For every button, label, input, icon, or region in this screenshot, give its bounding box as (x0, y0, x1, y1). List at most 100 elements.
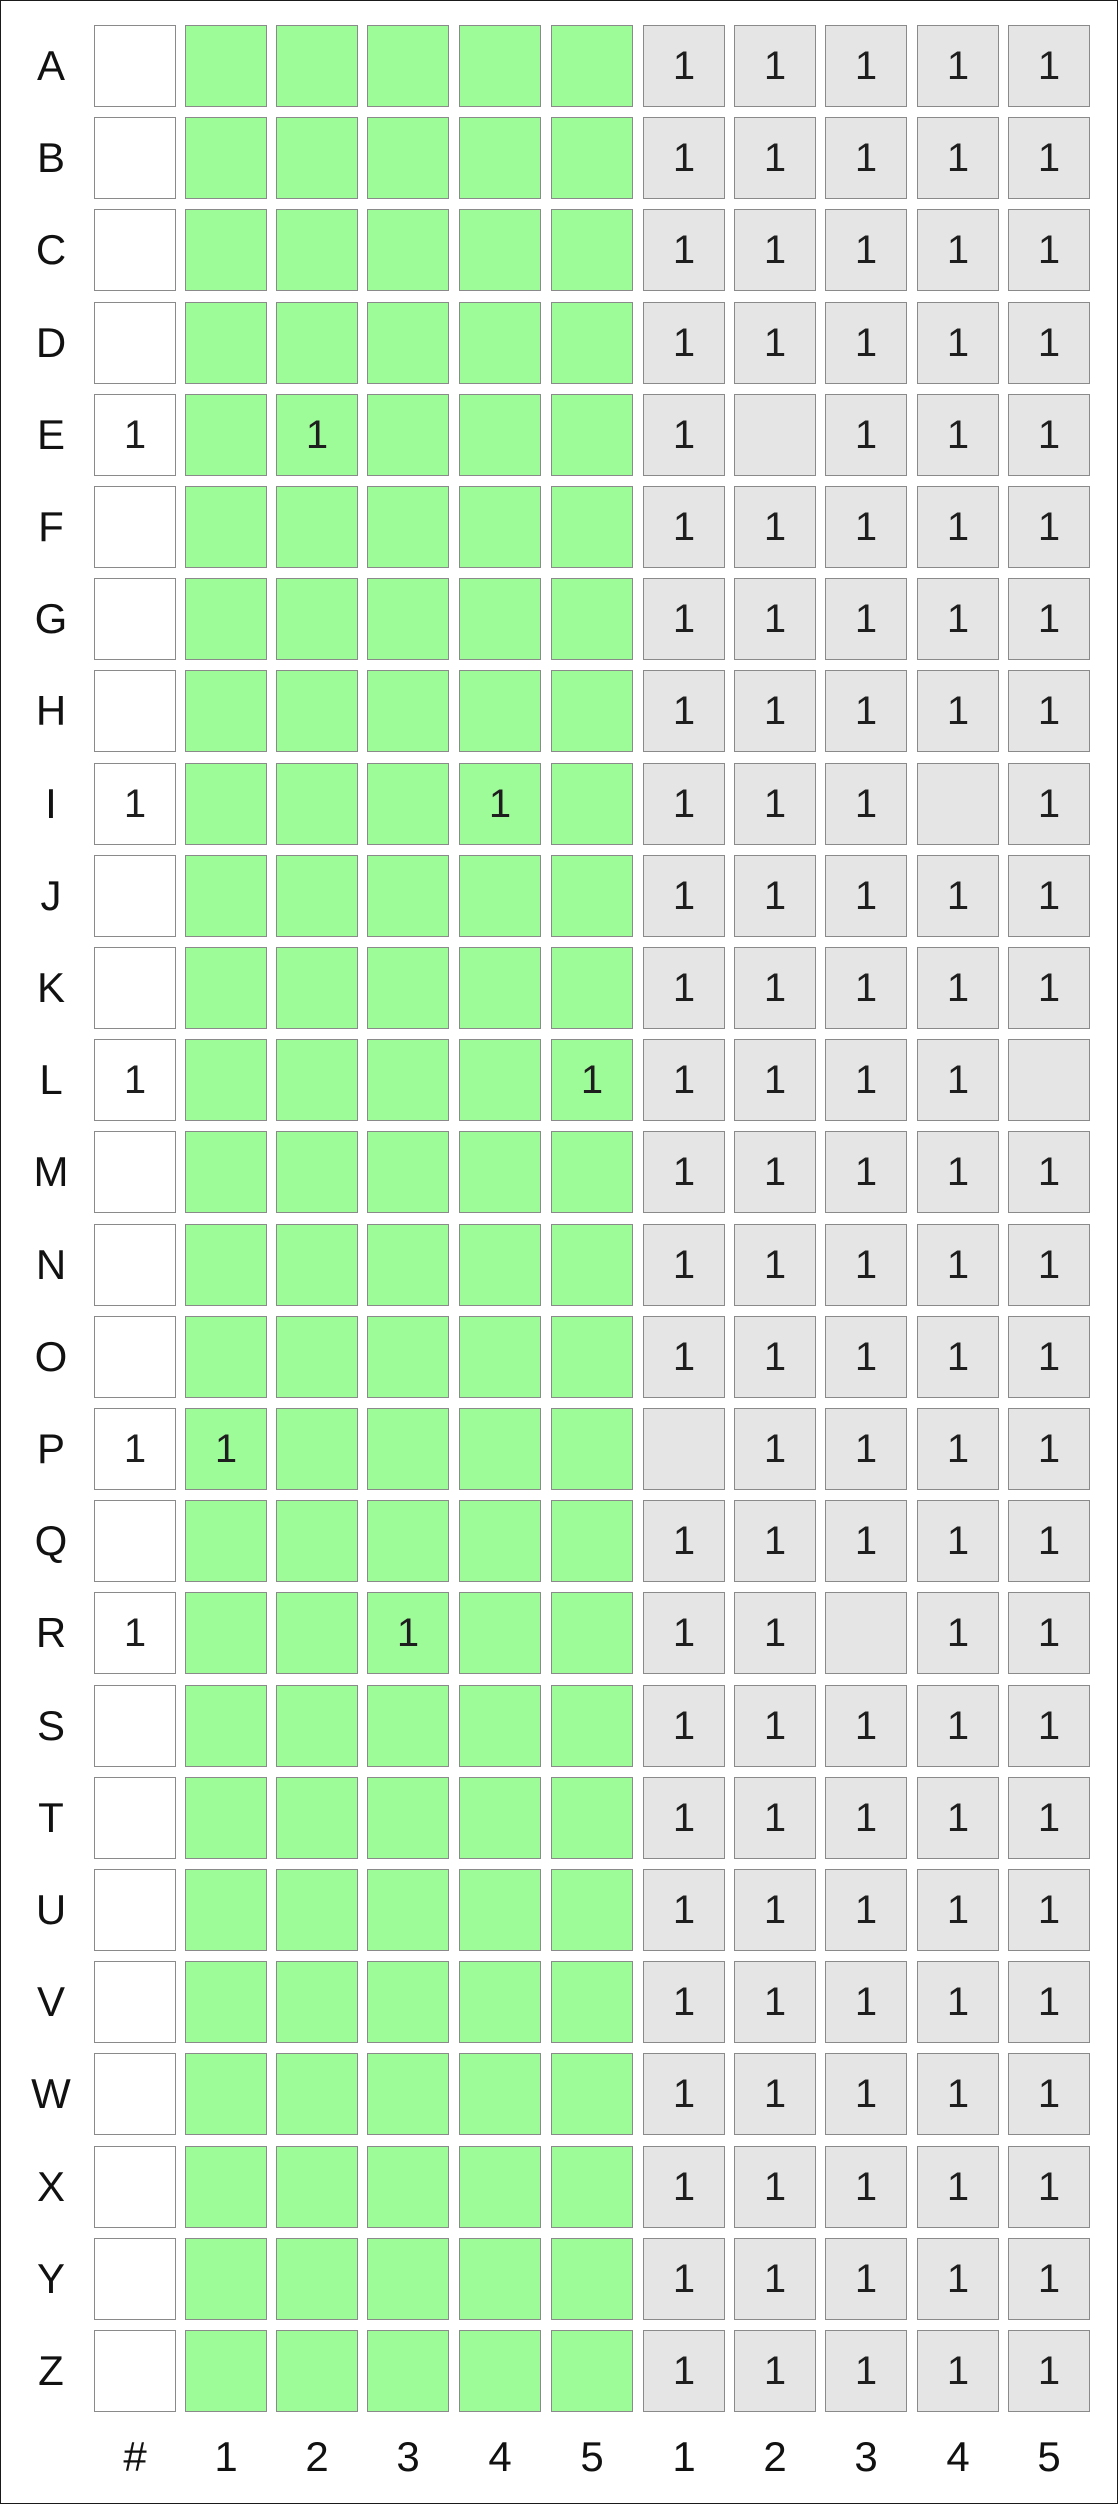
tally-cell[interactable]: 1 (917, 486, 999, 568)
tally-cell[interactable]: 1 (1008, 1869, 1090, 1951)
count-cell[interactable] (94, 1684, 176, 1767)
grid-cell[interactable] (276, 1408, 358, 1490)
grid-cell[interactable] (276, 578, 358, 661)
tally-cell[interactable]: 1 (825, 670, 907, 753)
tally-cell[interactable]: 1 (734, 2145, 816, 2228)
grid-cell[interactable] (276, 25, 358, 107)
grid-cell[interactable] (551, 1223, 633, 1306)
grid-cell[interactable] (551, 1315, 633, 1398)
tally-cell[interactable]: 1 (825, 854, 907, 937)
count-cell[interactable] (94, 1223, 176, 1306)
tally-cell[interactable] (734, 393, 816, 476)
count-cell[interactable] (94, 1869, 176, 1951)
tally-cell[interactable]: 1 (917, 393, 999, 476)
grid-cell[interactable] (459, 1315, 541, 1398)
grid-cell[interactable] (276, 1039, 358, 1122)
grid-cell[interactable] (185, 1500, 267, 1583)
tally-cell[interactable]: 1 (917, 670, 999, 753)
tally-cell[interactable]: 1 (1008, 2053, 1090, 2136)
tally-cell[interactable]: 1 (643, 854, 725, 937)
tally-cell[interactable]: 1 (825, 2145, 907, 2228)
tally-cell[interactable]: 1 (1008, 1592, 1090, 1675)
count-cell[interactable] (94, 670, 176, 753)
tally-cell[interactable]: 1 (825, 947, 907, 1029)
grid-cell[interactable] (276, 670, 358, 753)
tally-cell[interactable]: 1 (917, 1961, 999, 2044)
grid-cell[interactable] (185, 2053, 267, 2136)
tally-cell[interactable]: 1 (643, 670, 725, 753)
grid-cell[interactable] (185, 1684, 267, 1767)
tally-cell[interactable]: 1 (1008, 1684, 1090, 1767)
tally-cell[interactable]: 1 (917, 1408, 999, 1490)
grid-cell[interactable]: 1 (459, 762, 541, 845)
grid-cell[interactable] (459, 578, 541, 661)
tally-cell[interactable] (643, 1408, 725, 1490)
grid-cell[interactable] (276, 1131, 358, 1214)
grid-cell[interactable] (459, 1223, 541, 1306)
grid-cell[interactable] (185, 301, 267, 384)
tally-cell[interactable]: 1 (734, 301, 816, 384)
grid-cell[interactable] (459, 1039, 541, 1122)
tally-cell[interactable]: 1 (643, 486, 725, 568)
grid-cell[interactable] (185, 947, 267, 1029)
tally-cell[interactable]: 1 (917, 117, 999, 200)
grid-cell[interactable] (367, 2330, 449, 2412)
tally-cell[interactable]: 1 (917, 2237, 999, 2320)
tally-cell[interactable]: 1 (917, 578, 999, 661)
grid-cell[interactable] (367, 1869, 449, 1951)
grid-cell[interactable] (551, 1684, 633, 1767)
tally-cell[interactable]: 1 (825, 117, 907, 200)
tally-cell[interactable]: 1 (917, 301, 999, 384)
grid-cell[interactable] (276, 1223, 358, 1306)
tally-cell[interactable]: 1 (917, 1223, 999, 1306)
tally-cell[interactable]: 1 (734, 854, 816, 937)
grid-cell[interactable] (551, 1408, 633, 1490)
tally-cell[interactable]: 1 (734, 1315, 816, 1398)
grid-cell[interactable] (276, 486, 358, 568)
grid-cell[interactable] (551, 1961, 633, 2044)
tally-cell[interactable]: 1 (825, 1315, 907, 1398)
grid-cell[interactable] (551, 2330, 633, 2412)
grid-cell[interactable] (367, 1223, 449, 1306)
count-cell[interactable] (94, 1776, 176, 1859)
grid-cell[interactable] (276, 2330, 358, 2412)
grid-cell[interactable] (185, 1315, 267, 1398)
count-cell[interactable] (94, 2330, 176, 2412)
tally-cell[interactable] (917, 762, 999, 845)
grid-cell[interactable] (459, 117, 541, 200)
grid-cell[interactable] (551, 2053, 633, 2136)
grid-cell[interactable] (185, 670, 267, 753)
grid-cell[interactable] (185, 1869, 267, 1951)
tally-cell[interactable]: 1 (825, 1131, 907, 1214)
grid-cell[interactable] (551, 25, 633, 107)
tally-cell[interactable]: 1 (1008, 578, 1090, 661)
grid-cell[interactable]: 1 (551, 1039, 633, 1122)
grid-cell[interactable] (459, 1500, 541, 1583)
grid-cell[interactable] (185, 2237, 267, 2320)
grid-cell[interactable] (185, 1592, 267, 1675)
count-cell[interactable]: 1 (94, 1592, 176, 1675)
tally-cell[interactable]: 1 (825, 1039, 907, 1122)
tally-cell[interactable]: 1 (734, 1039, 816, 1122)
grid-cell[interactable] (367, 301, 449, 384)
grid-cell[interactable] (185, 486, 267, 568)
count-cell[interactable] (94, 1315, 176, 1398)
tally-cell[interactable]: 1 (643, 1869, 725, 1951)
tally-cell[interactable]: 1 (734, 2330, 816, 2412)
count-cell[interactable] (94, 209, 176, 292)
tally-cell[interactable]: 1 (643, 301, 725, 384)
grid-cell[interactable] (459, 1408, 541, 1490)
grid-cell[interactable] (551, 301, 633, 384)
count-cell[interactable] (94, 486, 176, 568)
tally-cell[interactable]: 1 (917, 2330, 999, 2412)
grid-cell[interactable] (551, 578, 633, 661)
count-cell[interactable]: 1 (94, 1039, 176, 1122)
tally-cell[interactable]: 1 (734, 670, 816, 753)
tally-cell[interactable]: 1 (1008, 1131, 1090, 1214)
tally-cell[interactable]: 1 (1008, 2237, 1090, 2320)
tally-cell[interactable]: 1 (1008, 1223, 1090, 1306)
grid-cell[interactable] (276, 2145, 358, 2228)
tally-cell[interactable]: 1 (825, 1500, 907, 1583)
tally-cell[interactable]: 1 (643, 1315, 725, 1398)
tally-cell[interactable]: 1 (825, 2053, 907, 2136)
